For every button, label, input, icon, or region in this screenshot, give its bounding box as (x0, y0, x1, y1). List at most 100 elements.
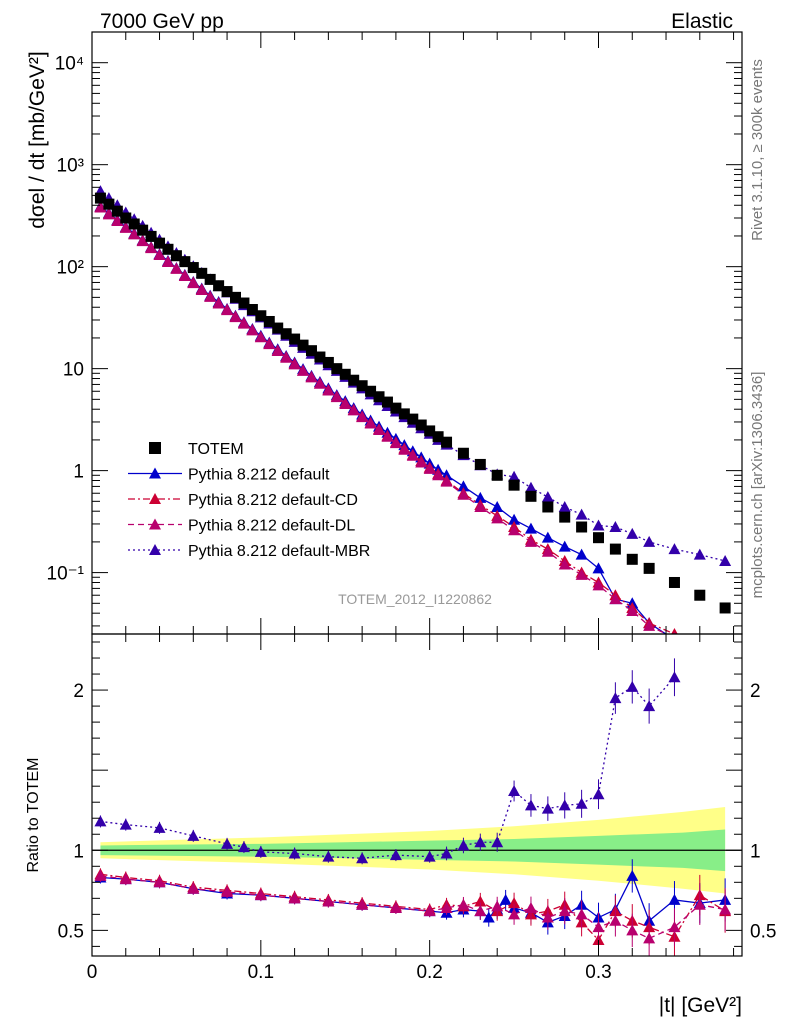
data-point (609, 593, 622, 605)
data-point (213, 280, 225, 292)
data-point (694, 643, 706, 654)
data-point (491, 512, 504, 524)
data-point (390, 402, 402, 414)
series-totem (94, 192, 731, 614)
data-point (272, 322, 284, 334)
ratio-point (119, 818, 132, 830)
ratio-point (541, 802, 554, 814)
ratio-point (541, 911, 554, 923)
ratio-point (254, 889, 267, 901)
analysis-id: TOTEM_2012_I1220862 (338, 591, 492, 607)
data-point (128, 218, 140, 230)
y-tick-label: 10² (57, 258, 84, 279)
data-point (238, 297, 250, 309)
data-point (103, 198, 115, 210)
ratio-point (524, 901, 537, 913)
data-point (356, 380, 368, 392)
data-point (221, 286, 233, 298)
y-tick-label: 10³ (57, 156, 84, 177)
data-point (280, 328, 292, 340)
ratio-point (524, 799, 537, 811)
legend-marker (149, 518, 161, 530)
x-tick-label: 0 (87, 962, 98, 983)
data-point (373, 391, 385, 403)
data-point (161, 256, 174, 268)
data-point (719, 648, 731, 659)
data-point (674, 633, 675, 634)
data-point (491, 500, 504, 512)
data-point (313, 377, 326, 389)
ratio-point (668, 671, 681, 683)
series-line (100, 207, 669, 634)
y-tick-label: 10⁻¹ (47, 564, 85, 585)
ratio-point (609, 692, 622, 704)
ratio-point (491, 900, 504, 912)
data-point (381, 430, 394, 442)
data-point (432, 431, 444, 443)
data-point (373, 424, 386, 436)
data-point (204, 273, 216, 285)
data-point (229, 311, 242, 323)
data-point (626, 527, 639, 539)
data-point (119, 221, 132, 233)
data-point (558, 540, 571, 552)
data-point (314, 351, 326, 363)
ratio-point (94, 869, 107, 881)
ratio-point (474, 895, 487, 907)
data-point (559, 511, 571, 523)
ratio-point (558, 905, 571, 917)
data-point (668, 576, 680, 588)
data-point (389, 437, 402, 449)
ratio-point (575, 908, 588, 920)
data-point (170, 262, 183, 274)
ratio-point (592, 921, 605, 933)
data-point (575, 548, 588, 560)
data-point (575, 508, 588, 520)
data-point (153, 249, 166, 261)
data-point (406, 449, 419, 461)
data-point (643, 619, 656, 631)
data-point (94, 201, 107, 213)
ratio-point (626, 680, 639, 692)
data-point (162, 243, 174, 255)
data-point (128, 228, 141, 240)
ratio-point (499, 893, 512, 905)
data-point (330, 391, 343, 403)
data-point (441, 436, 453, 448)
data-point (348, 374, 360, 386)
data-point (322, 356, 334, 368)
data-point (719, 554, 732, 566)
data-point (187, 277, 200, 289)
data-point (415, 419, 427, 431)
legend-label: Pythia 8.212 default-CD (188, 492, 358, 509)
data-point (230, 291, 242, 303)
data-point (178, 269, 191, 281)
ratio-point (322, 850, 335, 862)
data-point (237, 317, 250, 329)
legend-marker (149, 493, 161, 504)
data-point (719, 602, 731, 614)
data-point (111, 205, 123, 217)
data-point (398, 443, 411, 455)
data-point (179, 256, 191, 268)
data-point (508, 470, 521, 482)
data-point (508, 479, 520, 491)
data-point (415, 456, 428, 468)
ratio-point (389, 901, 402, 913)
ratio-point (221, 837, 234, 849)
data-point (297, 339, 309, 351)
data-point (694, 645, 706, 656)
series-line (100, 205, 668, 634)
data-point (263, 338, 276, 350)
ratio-point (153, 876, 166, 888)
data-point (170, 250, 182, 262)
data-point (297, 364, 310, 376)
ratio-point (643, 700, 656, 712)
data-point (145, 242, 158, 254)
legend-marker (149, 467, 161, 479)
data-point (592, 519, 605, 531)
data-point (457, 488, 470, 500)
legend-label: Pythia 8.212 default-MBR (188, 543, 370, 560)
